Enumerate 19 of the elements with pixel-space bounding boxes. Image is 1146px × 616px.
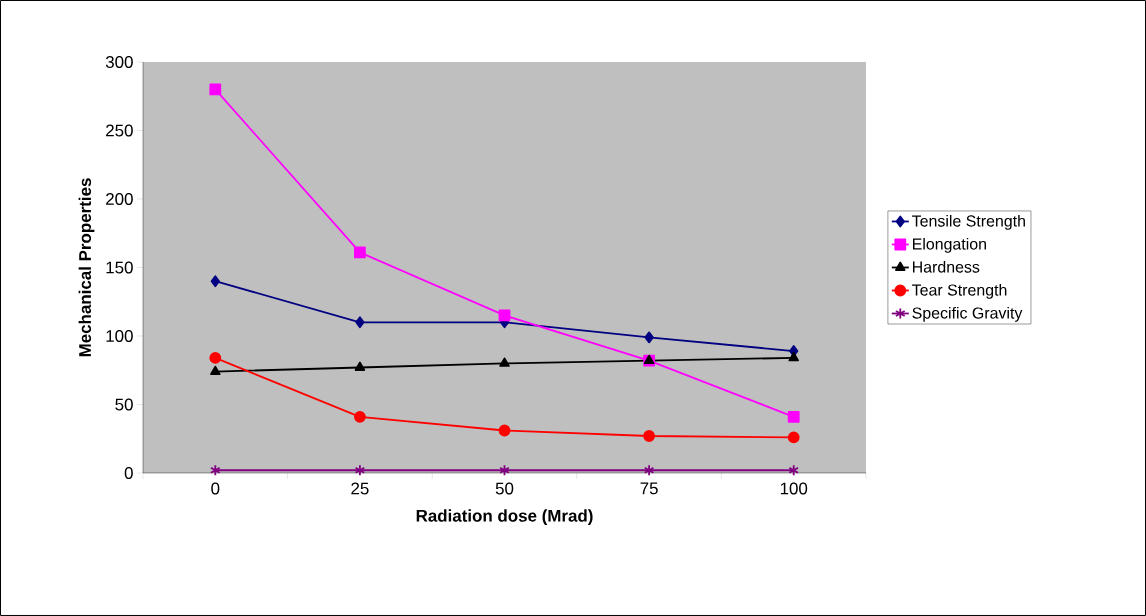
- legend-label: Tear Strength: [912, 283, 1007, 299]
- x-axis-title: Radiation dose (Mrad): [416, 509, 593, 526]
- x-tick-label: 75: [640, 482, 658, 495]
- y-tick-label: 0: [124, 466, 133, 479]
- legend-label: Specific Gravity: [912, 306, 1023, 322]
- legend-label: Elongation: [913, 237, 986, 253]
- legend-label: Hardness: [913, 260, 980, 273]
- legend-label: Tensile Strength: [912, 214, 1025, 230]
- x-tick-label: 50: [495, 482, 514, 495]
- y-tick-label: 100: [106, 329, 133, 342]
- y-tick-label: 250: [106, 124, 133, 137]
- y-tick-label: 200: [106, 192, 133, 205]
- y-tick-label: 300: [105, 55, 133, 68]
- x-tick-label: 100: [780, 482, 808, 495]
- x-tick-label: 0: [211, 482, 220, 495]
- y-tick-label: 50: [115, 398, 133, 411]
- y-axis-title: Mechanical Properties: [78, 178, 95, 357]
- y-tick-label: 150: [106, 261, 133, 274]
- x-tick-label: 25: [351, 482, 369, 495]
